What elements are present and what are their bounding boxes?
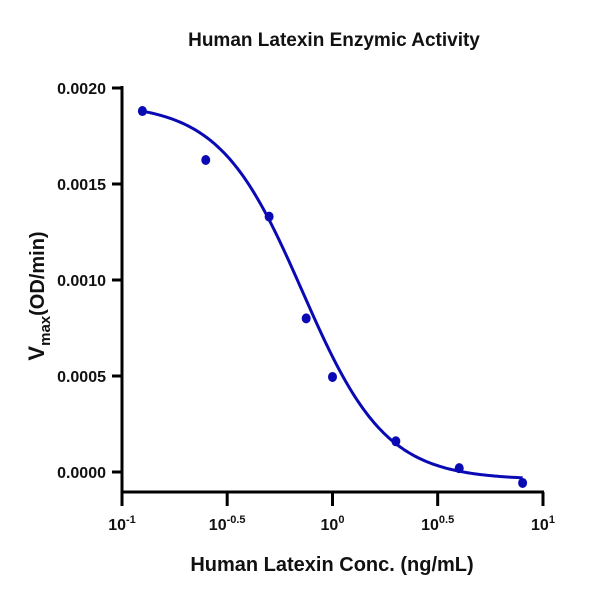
y-axis-title: Vmax(OD/min) — [24, 231, 54, 360]
y-tick-label: 0.0000 — [57, 465, 106, 482]
x-tick-label: 100 — [321, 514, 345, 534]
x-tick-label: 101 — [531, 514, 555, 534]
data-point — [518, 477, 528, 488]
data-point — [201, 155, 211, 165]
y-tick-label: 0.0010 — [57, 273, 106, 290]
data-point — [391, 436, 401, 447]
x-tick-label: 10-1 — [108, 514, 136, 534]
axes — [112, 86, 545, 506]
data-point — [454, 463, 464, 474]
data-point — [137, 106, 147, 117]
y-tick-label: 0.0020 — [57, 81, 106, 98]
chart-title: Human Latexin Enzymic Activity — [188, 30, 480, 51]
x-tick-label: 100.5 — [421, 514, 454, 534]
x-axis-title: Human Latexin Conc. (ng/mL) — [190, 554, 473, 576]
data-points — [137, 106, 528, 488]
fit-curve — [142, 109, 523, 480]
axis-labels: 0.0020 0.0015 0.0010 0.0005 0.0000 10-1 10-0.5… — [24, 81, 555, 576]
data-point — [328, 371, 337, 382]
x-tick-label: 10-0.5 — [209, 514, 246, 534]
y-tick-label: 0.0015 — [57, 177, 106, 194]
data-point — [301, 313, 311, 324]
y-tick-label: 0.0005 — [57, 369, 106, 386]
data-point — [264, 211, 274, 222]
